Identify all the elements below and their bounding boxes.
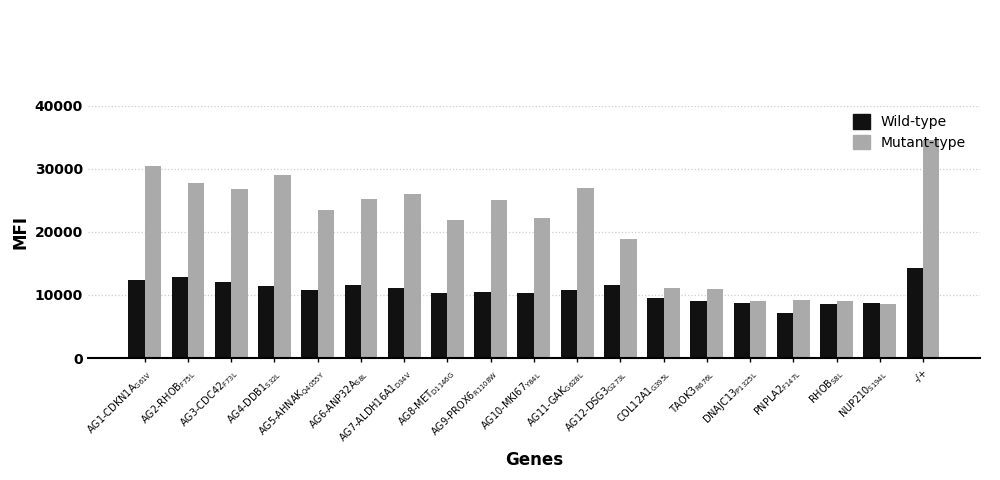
Bar (361, 199, 377, 358)
Bar (188, 183, 204, 358)
X-axis label: Genes: Genes (505, 451, 563, 469)
Bar (534, 218, 550, 358)
Bar (561, 290, 577, 358)
Bar (750, 301, 766, 358)
Bar (474, 292, 491, 358)
Bar (863, 303, 880, 358)
Bar (647, 298, 664, 358)
Bar (837, 300, 853, 358)
Bar (388, 288, 404, 358)
Bar (215, 282, 231, 358)
Y-axis label: MFI: MFI (11, 215, 29, 249)
Bar (172, 277, 188, 358)
Bar (431, 293, 447, 358)
Bar (734, 303, 750, 358)
Bar (301, 290, 318, 358)
Bar (604, 285, 620, 358)
Bar (707, 289, 723, 358)
Bar (258, 286, 274, 358)
Bar (491, 200, 507, 358)
Bar (274, 175, 291, 358)
Bar (404, 194, 421, 358)
Bar (517, 293, 534, 358)
Bar (907, 268, 923, 358)
Bar (923, 140, 939, 358)
Bar (793, 300, 810, 358)
Bar (577, 188, 594, 358)
Bar (145, 166, 161, 358)
Bar (820, 304, 837, 358)
Bar (318, 210, 334, 358)
Bar (690, 300, 707, 358)
Bar (620, 239, 637, 358)
Legend: Wild-type, Mutant-type: Wild-type, Mutant-type (846, 108, 973, 156)
Bar (231, 189, 248, 358)
Bar (777, 313, 793, 358)
Bar (447, 220, 464, 358)
Bar (664, 288, 680, 358)
Bar (880, 304, 896, 358)
Bar (128, 280, 145, 358)
Bar (345, 285, 361, 358)
